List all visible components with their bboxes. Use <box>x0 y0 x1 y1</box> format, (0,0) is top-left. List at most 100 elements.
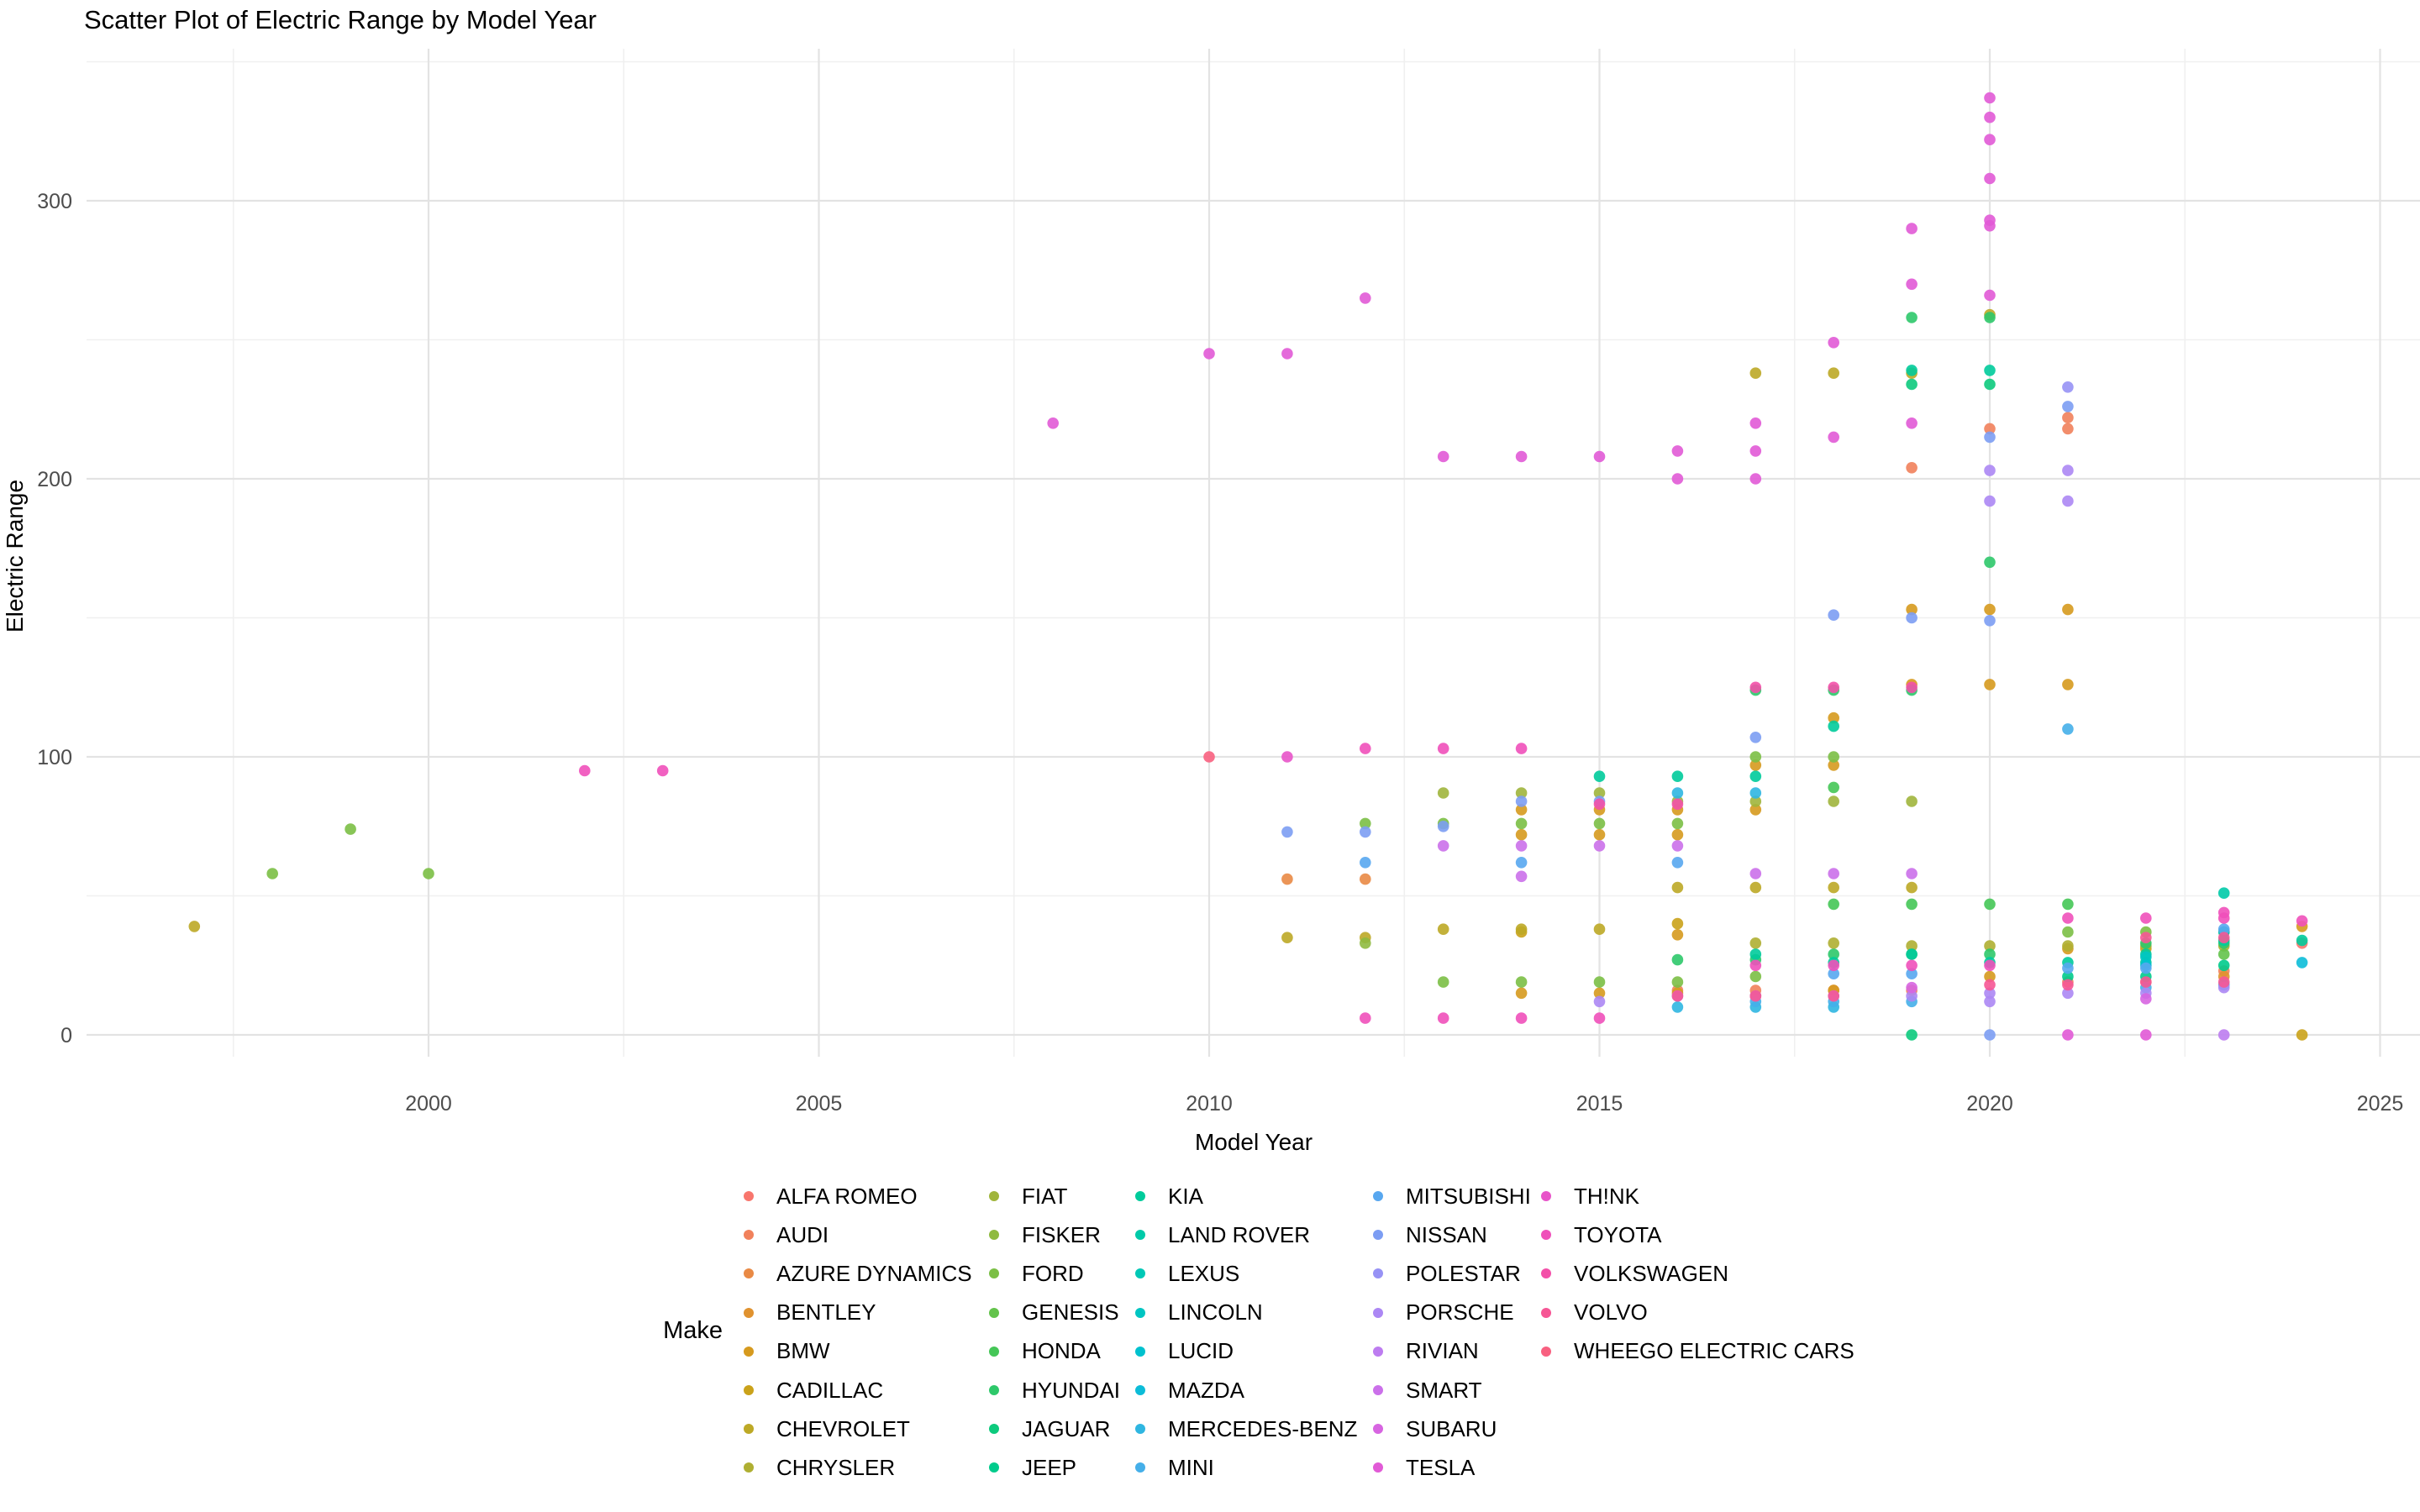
data-point <box>1515 923 1528 935</box>
legend-item: LAND ROVER <box>1135 1215 1310 1254</box>
data-point <box>1671 840 1684 852</box>
legend-swatch-icon <box>1541 1307 1551 1318</box>
legend-item-label: PORSCHE <box>1406 1299 1514 1326</box>
data-point <box>1984 970 1996 983</box>
data-point <box>2062 723 2074 735</box>
legend-item: HONDA <box>989 1332 1101 1371</box>
legend-swatch-icon <box>744 1424 754 1435</box>
legend-item: MITSUBISHI <box>1373 1177 1531 1215</box>
data-point <box>1515 870 1528 883</box>
data-point <box>1906 603 1918 616</box>
data-point <box>1984 603 1996 616</box>
legend-swatch-icon <box>744 1385 754 1395</box>
data-point <box>2140 962 2152 974</box>
legend-item: PORSCHE <box>1373 1294 1514 1332</box>
data-point <box>1437 743 1449 754</box>
legend-item: CHEVROLET <box>744 1410 910 1448</box>
data-point <box>2062 603 2074 616</box>
data-point <box>1593 995 1606 1008</box>
data-point <box>2140 993 2152 1005</box>
data-point <box>2062 962 2074 974</box>
legend-item: AUDI <box>744 1215 829 1254</box>
data-point <box>1749 795 1762 807</box>
legend-item: JAGUAR <box>989 1410 1110 1448</box>
data-point <box>1515 840 1528 852</box>
data-point <box>1671 445 1684 457</box>
data-point <box>1360 857 1371 869</box>
data-point <box>1360 817 1371 830</box>
data-point <box>2296 934 2308 947</box>
data-point <box>1828 720 1839 732</box>
legend-item-label: TH!NK <box>1574 1183 1639 1209</box>
data-point <box>1984 615 1996 627</box>
legend-item-label: LEXUS <box>1168 1260 1240 1286</box>
legend-swatch-icon <box>1541 1230 1551 1241</box>
data-point <box>2296 915 2308 927</box>
chart-title: Scatter Plot of Electric Range by Model … <box>84 5 597 34</box>
data-point <box>1281 826 1293 838</box>
legend-item-label: CADILLAC <box>776 1377 884 1403</box>
data-point <box>2217 912 2230 924</box>
data-point <box>423 868 434 879</box>
data-point <box>1671 953 1684 966</box>
y-tick-label: 300 <box>37 190 72 213</box>
legend-swatch-icon <box>1135 1346 1145 1357</box>
y-tick-label: 0 <box>60 1024 72 1047</box>
legend-swatch-icon <box>1135 1462 1145 1473</box>
data-point <box>2062 940 2074 952</box>
x-tick-label: 2000 <box>405 1092 452 1116</box>
y-tick-label: 100 <box>37 746 72 769</box>
data-point <box>1360 743 1371 754</box>
legend-item: FIAT <box>989 1177 1067 1215</box>
legend-swatch-icon <box>744 1268 754 1279</box>
legend-swatch-icon <box>989 1230 999 1241</box>
data-point <box>1671 976 1684 988</box>
legend-swatch-icon <box>1541 1191 1551 1201</box>
data-point <box>1749 868 1762 879</box>
data-point <box>1593 987 1606 1000</box>
legend-item-label: FIAT <box>1022 1183 1068 1209</box>
data-point <box>1984 423 1996 435</box>
legend-swatch-icon <box>1541 1268 1551 1279</box>
data-point <box>1515 828 1528 841</box>
data-point <box>1828 681 1839 694</box>
legend-item: LINCOLN <box>1135 1294 1263 1332</box>
legend-item: VOLKSWAGEN <box>1541 1254 1728 1293</box>
legend-item: TH!NK <box>1541 1177 1639 1215</box>
legend-swatch-icon <box>1135 1191 1145 1201</box>
data-point <box>1749 937 1762 949</box>
data-point <box>1203 348 1215 360</box>
data-point <box>1984 134 1996 145</box>
legend-item-label: JAGUAR <box>1022 1415 1111 1441</box>
data-point <box>1671 990 1684 1002</box>
legend-item: CHRYSLER <box>744 1448 895 1487</box>
data-point <box>2140 976 2152 988</box>
data-point <box>1671 770 1684 782</box>
legend-item: FISKER <box>989 1215 1101 1254</box>
data-point <box>2217 1029 2230 1041</box>
legend-swatch-icon <box>1373 1191 1383 1201</box>
legend-item-label: HONDA <box>1022 1338 1101 1364</box>
data-point <box>1906 981 1918 994</box>
data-point <box>1515 450 1528 463</box>
data-point <box>1671 929 1684 941</box>
data-point <box>2140 932 2152 943</box>
legend-item: POLESTAR <box>1373 1254 1521 1293</box>
legend-item: SMART <box>1373 1371 1482 1410</box>
data-point <box>1749 787 1762 799</box>
legend-item-label: POLESTAR <box>1406 1260 1521 1286</box>
legend-item: VOLVO <box>1541 1294 1648 1332</box>
data-point <box>1984 431 1996 444</box>
legend-item-label: VOLVO <box>1574 1299 1648 1326</box>
x-tick-label: 2010 <box>1186 1092 1233 1116</box>
data-point <box>1360 826 1371 838</box>
data-point <box>1515 804 1528 816</box>
data-point <box>1515 795 1528 807</box>
legend-item: MERCEDES-BENZ <box>1135 1410 1357 1448</box>
data-point <box>1984 172 1996 185</box>
data-point <box>2217 887 2230 899</box>
data-point <box>1047 417 1059 429</box>
data-point <box>1671 857 1684 869</box>
data-point <box>2062 401 2074 412</box>
